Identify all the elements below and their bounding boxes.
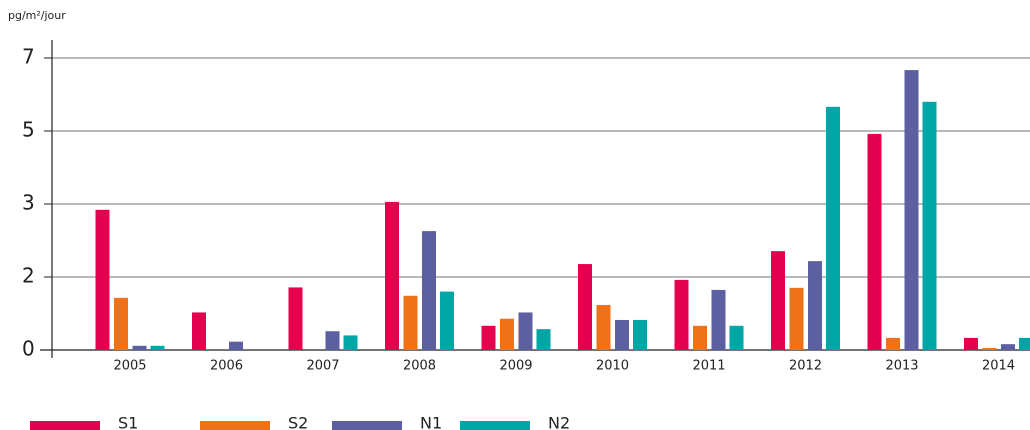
bar [711, 289, 726, 350]
bar [886, 337, 900, 350]
bar [789, 287, 804, 350]
bar [1001, 344, 1015, 350]
bar [385, 201, 399, 350]
bar [771, 251, 785, 350]
y-tick-label: 7 [22, 45, 35, 69]
bar [693, 325, 707, 350]
bar [633, 319, 647, 350]
bar [536, 329, 551, 350]
x-tick-label: 2007 [306, 359, 339, 374]
bar [325, 331, 340, 350]
bar [674, 279, 689, 350]
bar [440, 291, 454, 350]
bar [481, 325, 496, 350]
bar [132, 345, 147, 350]
bar [615, 319, 629, 350]
bar [596, 304, 611, 350]
x-tick-label: 2012 [789, 359, 822, 374]
x-tick-label: 2008 [403, 359, 436, 374]
legend-label: S2 [288, 414, 308, 430]
legend-label: S1 [118, 414, 138, 430]
y-axis-label: pg/m²/jour [8, 9, 66, 22]
legend-swatch [332, 421, 402, 430]
bar [95, 209, 110, 350]
bar [826, 106, 840, 350]
legend-swatch [460, 421, 530, 430]
y-tick-label: 0 [22, 337, 35, 361]
bar [288, 287, 303, 350]
bar [518, 312, 533, 350]
x-tick-label: 2009 [499, 359, 532, 374]
bar [904, 70, 919, 351]
x-tick-label: 2014 [982, 359, 1015, 374]
bar [192, 312, 206, 350]
x-tick-label: 2005 [113, 359, 146, 374]
bar [922, 101, 937, 350]
x-tick-label: 2006 [210, 359, 243, 374]
bar [229, 341, 243, 350]
bar [403, 295, 418, 350]
x-tick-label: 2013 [885, 359, 918, 374]
bar [729, 325, 744, 350]
bar [964, 337, 978, 350]
y-tick-label: 2 [22, 264, 35, 288]
legend-swatch [200, 421, 270, 430]
bar [578, 264, 592, 350]
bar [343, 335, 358, 350]
y-tick-label: 5 [22, 118, 35, 142]
bar [867, 133, 882, 350]
bar [982, 347, 997, 350]
bar [808, 261, 822, 350]
legend-swatch [30, 421, 100, 430]
bar [422, 231, 436, 350]
bar [500, 318, 514, 350]
x-tick-label: 2010 [596, 359, 629, 374]
y-tick-label: 3 [22, 191, 35, 215]
bar [114, 297, 128, 350]
bar [1019, 337, 1030, 350]
legend-label: N1 [420, 414, 442, 430]
x-tick-label: 2011 [692, 359, 725, 374]
legend-label: N2 [548, 414, 570, 430]
bar [150, 345, 165, 350]
